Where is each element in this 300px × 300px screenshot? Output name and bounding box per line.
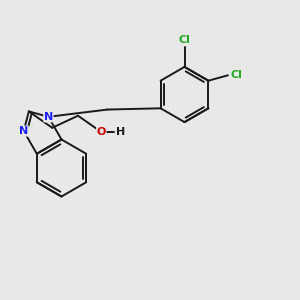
Text: N: N — [44, 112, 53, 122]
Text: Cl: Cl — [178, 35, 190, 45]
Text: N: N — [19, 126, 28, 136]
Text: H: H — [116, 127, 125, 137]
Text: Cl: Cl — [230, 70, 242, 80]
Text: O: O — [97, 127, 106, 137]
